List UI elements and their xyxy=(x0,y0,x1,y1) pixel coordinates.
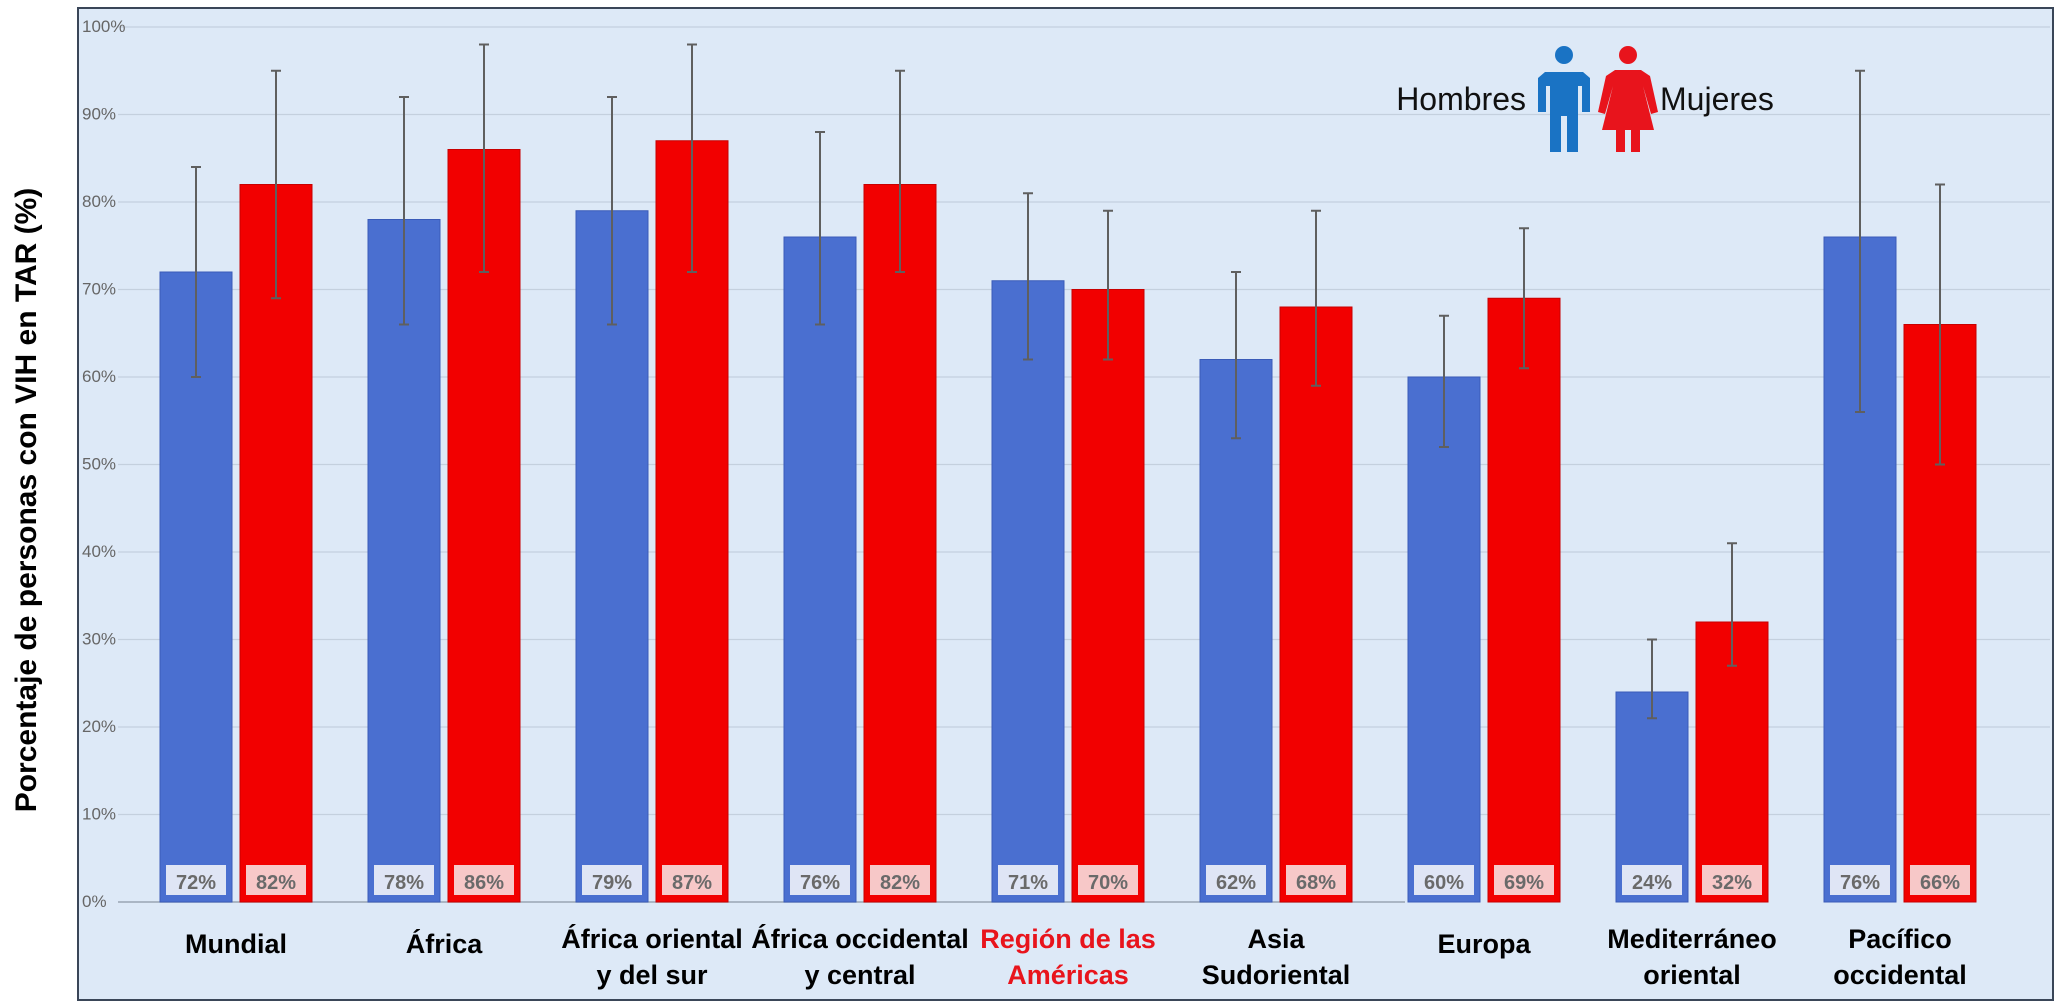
data-label-box xyxy=(244,863,308,897)
y-tick-label: 60% xyxy=(82,367,116,386)
data-labels: 72% 82% 78% 86% 79% 87% 76% 82% 71% 70% 62% 68% 60% 6… xyxy=(164,863,1972,897)
data-label-box xyxy=(1412,863,1476,897)
data-label-box xyxy=(788,863,852,897)
y-tick-label: 70% xyxy=(82,280,116,299)
data-label-women: 82% xyxy=(256,872,296,894)
category-label-line2: Sudoriental xyxy=(1202,960,1351,990)
data-label-box xyxy=(1284,863,1348,897)
data-label-box xyxy=(1204,863,1268,897)
data-label-men: 24% xyxy=(1632,872,1672,894)
data-label-box xyxy=(1076,863,1140,897)
y-tick-label: 50% xyxy=(82,455,116,474)
data-label-men: 76% xyxy=(1840,872,1880,894)
data-label-men: 79% xyxy=(592,872,632,894)
category-label: África oriental xyxy=(561,923,743,954)
data-label-women: 87% xyxy=(672,872,712,894)
y-tick-label: 90% xyxy=(82,105,116,124)
bar-women xyxy=(1695,621,1769,903)
man-icon xyxy=(1538,46,1590,152)
y-tick-label: 20% xyxy=(82,717,116,736)
data-label-box xyxy=(1700,863,1764,897)
category-label-line2: oriental xyxy=(1643,960,1741,990)
bar-women xyxy=(1071,289,1145,903)
legend-men-label: Hombres xyxy=(1396,81,1526,117)
bar-women xyxy=(239,184,313,903)
category-label-line2: occidental xyxy=(1833,960,1967,990)
data-label-women: 66% xyxy=(1920,872,1960,894)
bar-men xyxy=(783,236,857,903)
bar-women xyxy=(863,184,937,903)
error-bars xyxy=(191,43,1945,720)
data-label-women: 32% xyxy=(1712,872,1752,894)
data-label-box xyxy=(868,863,932,897)
data-label-box xyxy=(1908,863,1972,897)
data-label-box xyxy=(660,863,724,897)
data-label-box xyxy=(452,863,516,897)
data-label-men: 71% xyxy=(1008,872,1048,894)
data-label-box xyxy=(1828,863,1892,897)
category-label: Europa xyxy=(1437,929,1531,959)
data-label-women: 69% xyxy=(1504,872,1544,894)
category-label: Pacífico xyxy=(1848,924,1952,954)
bar-men xyxy=(1407,376,1481,903)
data-label-men: 62% xyxy=(1216,872,1256,894)
bar-women xyxy=(1487,297,1561,903)
legend-women-label: Mujeres xyxy=(1660,81,1774,117)
y-tick-label: 10% xyxy=(82,805,116,824)
data-label-box xyxy=(580,863,644,897)
y-tick-label: 100% xyxy=(82,17,125,36)
category-label: África occidental xyxy=(751,923,969,954)
bars xyxy=(159,140,1977,903)
bar-men xyxy=(1199,359,1273,903)
category-label-line2: Américas xyxy=(1007,960,1129,990)
woman-icon xyxy=(1598,46,1658,152)
category-label: Mediterráneo xyxy=(1607,924,1777,954)
data-label-men: 60% xyxy=(1424,872,1464,894)
data-label-women: 82% xyxy=(880,872,920,894)
data-label-women: 70% xyxy=(1088,872,1128,894)
bar-men xyxy=(991,280,1065,903)
category-label: África xyxy=(406,928,484,959)
data-label-box xyxy=(1492,863,1556,897)
data-label-box xyxy=(164,863,228,897)
bar-women xyxy=(1279,306,1353,903)
data-label-women: 86% xyxy=(464,872,504,894)
bar-men xyxy=(367,219,441,903)
data-label-men: 78% xyxy=(384,872,424,894)
y-tick-label: 80% xyxy=(82,192,116,211)
y-axis-ticks: 0% 10% 20% 30% 40% 50% 60% 70% 80% 90% 100% xyxy=(82,17,125,911)
y-axis-label: Porcentaje de personas con VIH en TAR (%… xyxy=(10,188,43,813)
y-tick-label: 0% xyxy=(82,892,107,911)
data-label-box xyxy=(372,863,436,897)
data-label-women: 68% xyxy=(1296,872,1336,894)
bar-men xyxy=(575,210,649,903)
x-axis-categories: Mundial África África oriental y del sur Áfr… xyxy=(185,923,1967,990)
data-label-men: 76% xyxy=(800,872,840,894)
legend: Hombres Mujeres xyxy=(1396,46,1774,152)
y-tick-label: 40% xyxy=(82,542,116,561)
category-label-line2: y central xyxy=(804,960,915,990)
category-label: Región de las xyxy=(980,924,1156,954)
data-label-men: 72% xyxy=(176,872,216,894)
y-tick-label: 30% xyxy=(82,630,116,649)
category-label: Asia xyxy=(1247,924,1305,954)
category-label: Mundial xyxy=(185,929,287,959)
category-label-line2: y del sur xyxy=(596,960,708,990)
data-label-box xyxy=(1620,863,1684,897)
data-label-box xyxy=(996,863,1060,897)
